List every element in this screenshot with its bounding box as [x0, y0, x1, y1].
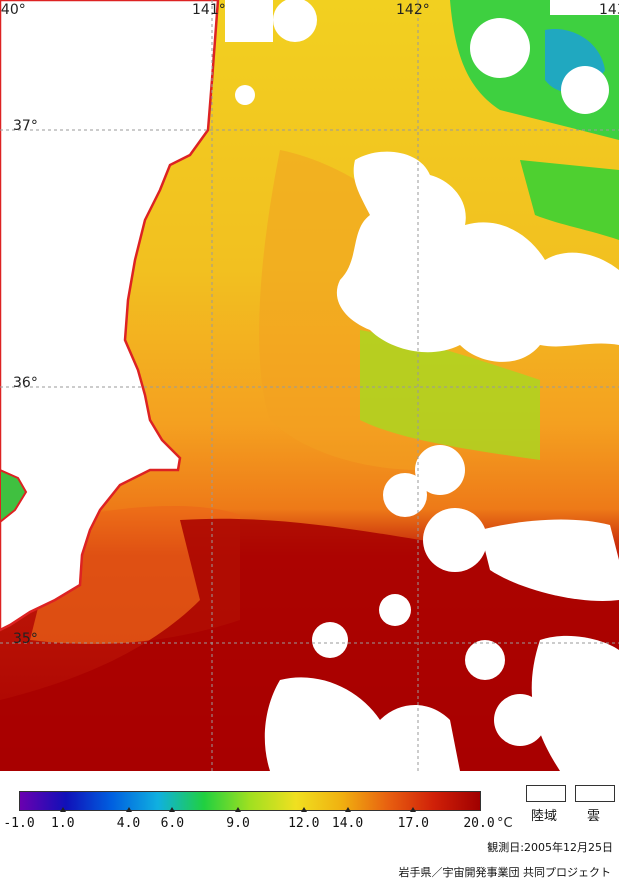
land-legend-label: 陸域: [531, 809, 558, 824]
kuroshio-water: [0, 518, 619, 771]
cold-water-east: [520, 160, 619, 240]
colorbar-tick-mark: [235, 807, 242, 812]
colorbar-tick-mark: [59, 807, 66, 812]
cloud-masks: [225, 0, 619, 771]
sst-map: [0, 0, 619, 771]
lon-label-140: 140°: [0, 2, 26, 18]
mixed-water: [360, 330, 540, 460]
lon-label-143: 143°: [599, 2, 619, 18]
graticule: [0, 0, 619, 771]
colorbar-tick-label: 1.0: [51, 816, 75, 831]
lon-label-141: 141°: [192, 2, 226, 18]
colorbar-tick-label: -1.0: [3, 816, 35, 831]
peninsula-fragment: [0, 468, 28, 524]
temperature-colorbar: [19, 791, 481, 811]
credit-line: 岩手県／宇宙開発事業団 共同プロジェクト: [398, 866, 612, 879]
land-legend-swatch: [526, 785, 566, 802]
land-honshu: [0, 0, 220, 632]
colorbar-tick-mark: [300, 807, 307, 812]
colorbar-tick-label: 20.0: [463, 816, 495, 831]
colorbar-tick-label: 6.0: [160, 816, 185, 831]
colorbar-tick-label: 4.0: [116, 816, 141, 831]
lat-label-36: 36°: [13, 375, 38, 391]
lat-label-35: 35°: [13, 631, 38, 647]
colorbar-tick-mark: [169, 807, 176, 812]
observation-date: 観測日:2005年12月25日: [487, 841, 613, 854]
colorbar-tick-mark: [344, 807, 351, 812]
colorbar-tick-mark: [125, 807, 132, 812]
lon-label-142: 142°: [396, 2, 430, 18]
colorbar-tick-label: 14.0: [331, 816, 364, 831]
colorbar-unit: °C: [497, 816, 513, 831]
colorbar-tick-label: 12.0: [288, 816, 320, 831]
cloud-legend-swatch: [575, 785, 615, 802]
cloud-legend-label: 雲: [587, 809, 601, 824]
colorbar-tick-label: 9.0: [226, 816, 250, 831]
colorbar-tick-mark: [410, 807, 417, 812]
lat-label-37: 37°: [13, 118, 38, 134]
colorbar-tick-label: 17.0: [397, 816, 429, 831]
